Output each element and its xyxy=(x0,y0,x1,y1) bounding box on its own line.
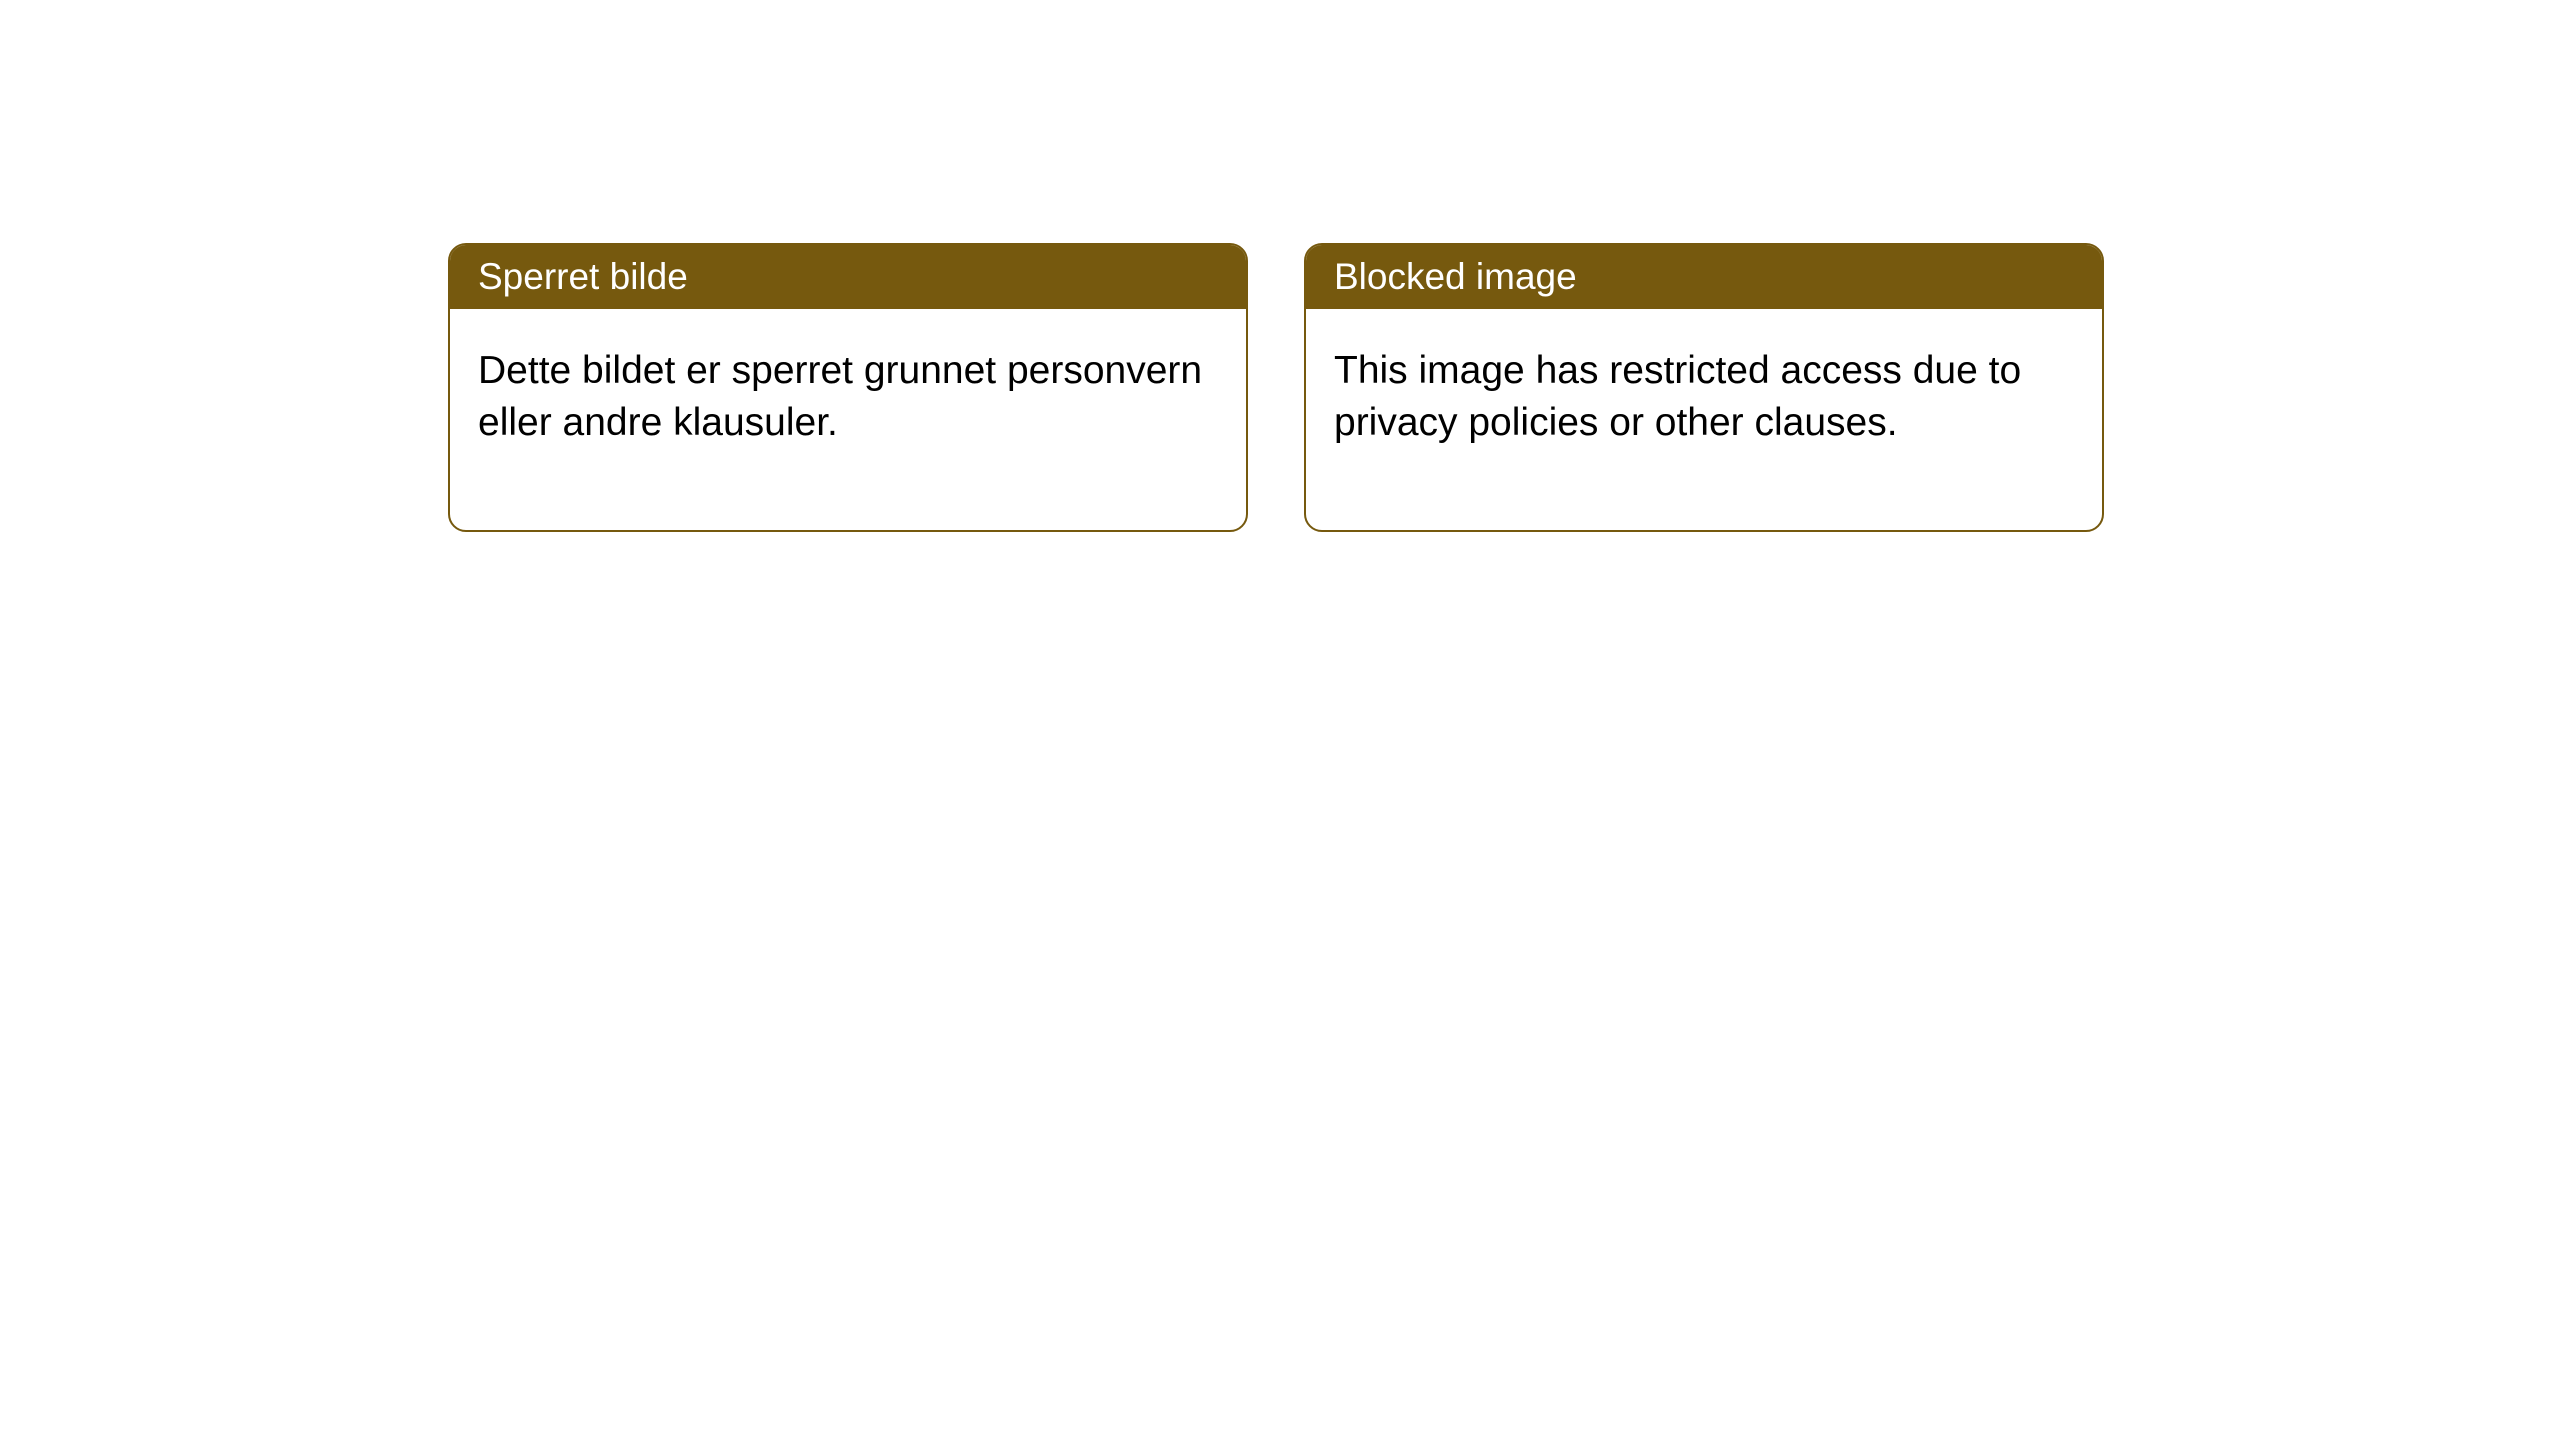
notice-title: Sperret bilde xyxy=(450,245,1246,309)
notice-body: Dette bildet er sperret grunnet personve… xyxy=(450,309,1246,530)
notice-card-norwegian: Sperret bilde Dette bildet er sperret gr… xyxy=(448,243,1248,532)
notice-body: This image has restricted access due to … xyxy=(1306,309,2102,530)
notice-container: Sperret bilde Dette bildet er sperret gr… xyxy=(0,0,2560,532)
notice-card-english: Blocked image This image has restricted … xyxy=(1304,243,2104,532)
notice-title: Blocked image xyxy=(1306,245,2102,309)
